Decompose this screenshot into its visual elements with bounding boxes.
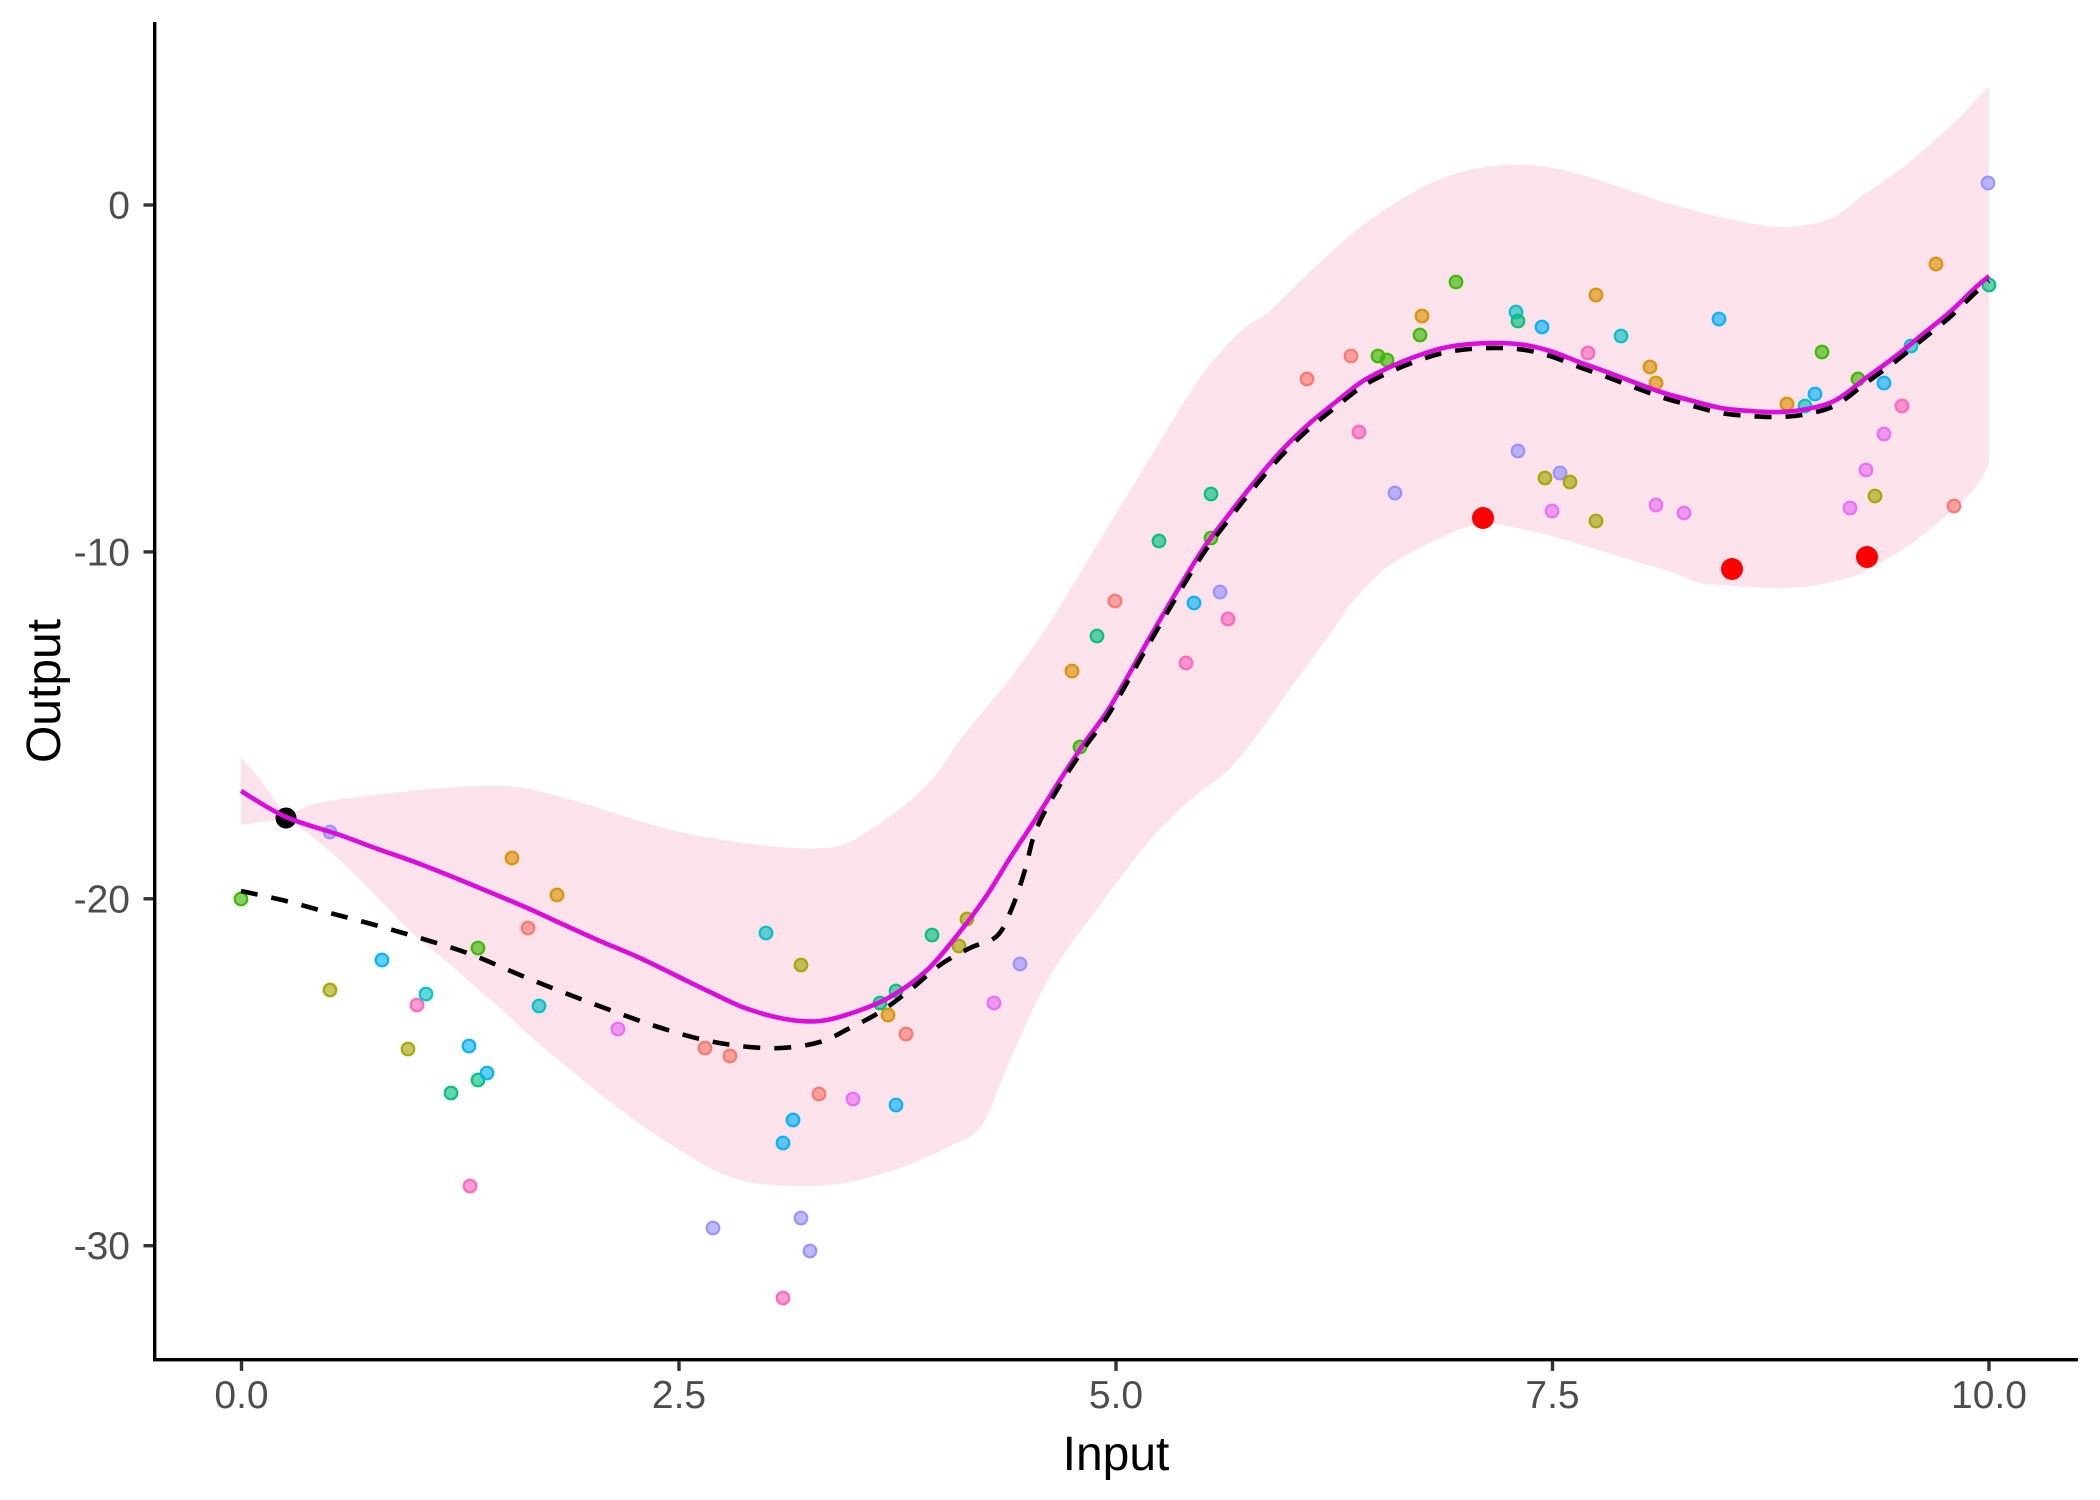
svg-text:5.0: 5.0	[1089, 1374, 1143, 1417]
svg-text:2.5: 2.5	[652, 1374, 706, 1417]
svg-text:-30: -30	[74, 1225, 130, 1268]
svg-text:0.0: 0.0	[214, 1374, 268, 1417]
svg-text:7.5: 7.5	[1525, 1374, 1579, 1417]
svg-text:Input: Input	[1063, 1428, 1170, 1481]
svg-text:10.0: 10.0	[1951, 1374, 2027, 1417]
svg-text:-20: -20	[74, 878, 130, 921]
svg-text:0: 0	[108, 185, 130, 228]
svg-text:Output: Output	[18, 619, 71, 763]
svg-text:-10: -10	[74, 531, 130, 574]
